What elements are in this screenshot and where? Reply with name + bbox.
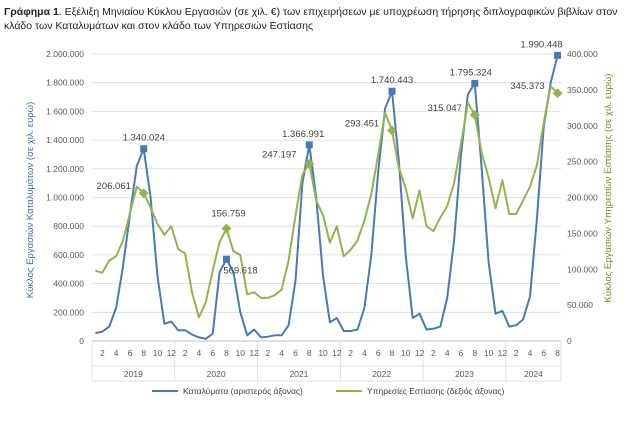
month-tick-label: 2: [431, 348, 436, 358]
accommodation-peak-marker: [222, 255, 230, 263]
year-label: 2022: [372, 369, 391, 379]
right-tick-label: 300.000: [567, 121, 598, 131]
month-tick-label: 6: [210, 348, 215, 358]
right-tick-label: 350.000: [567, 85, 598, 95]
left-tick-label: 2.000.000: [46, 49, 84, 59]
left-axis-title: Κύκλος Εργασιών Καταλυμάτων (σε χιλ. ευρ…: [25, 102, 36, 299]
data-label: 1.795.324: [450, 67, 492, 78]
data-label: 569.618: [223, 265, 257, 276]
right-tick-label: 200.000: [567, 193, 598, 203]
data-label: 1.340.024: [123, 133, 165, 144]
data-label: 345.373: [510, 81, 544, 92]
food-services-peak-marker: [138, 188, 149, 199]
year-label: 2024: [524, 369, 543, 379]
month-tick-label: 4: [197, 348, 202, 358]
food-services-peak-marker: [221, 223, 232, 234]
year-label: 2023: [455, 369, 474, 379]
year-label: 2020: [207, 369, 226, 379]
left-tick-label: 1.600.000: [46, 106, 84, 116]
month-tick-label: 6: [293, 348, 298, 358]
month-tick-label: 12: [167, 348, 177, 358]
left-tick-label: 400.000: [53, 279, 84, 289]
left-tick-label: 600.000: [53, 250, 84, 260]
right-tick-label: 400.000: [567, 49, 598, 59]
month-tick-label: 2: [348, 348, 353, 358]
month-tick-label: 8: [307, 348, 312, 358]
month-tick-label: 4: [445, 348, 450, 358]
accommodation-peak-marker: [388, 87, 396, 95]
month-tick-label: 6: [376, 348, 381, 358]
left-tick-label: 0: [79, 336, 84, 346]
food-services-peak-marker: [552, 88, 563, 99]
left-tick-label: 200.000: [53, 307, 84, 317]
accommodation-peak-marker: [305, 141, 313, 149]
legend-food-services-label: Υπηρεσίες Εστίασης (δεξιός άξονας): [367, 386, 504, 396]
month-tick-label: 10: [484, 348, 494, 358]
left-tick-label: 1.000.000: [46, 193, 84, 203]
data-labels: 1.340.024 569.618 1.366.991 1.740.443 1.795.…: [97, 39, 563, 276]
data-label: 293.451: [345, 118, 379, 129]
legend-accommodation-label: Καταλύματα (αριστερός άξονας): [183, 386, 303, 396]
left-tick-label: 800.000: [53, 221, 84, 231]
month-tick-label: 10: [401, 348, 411, 358]
month-tick-label: 2: [183, 348, 188, 358]
month-tick-label: 2: [266, 348, 271, 358]
right-axis-title: Κύκλος Εργασιών Υπηρεσιών Εστίασης (σε χ…: [603, 74, 614, 303]
right-tick-label: 0: [567, 336, 572, 346]
caption-label: Γράφημα 1: [4, 6, 59, 18]
data-label: 1.366.991: [282, 129, 324, 140]
chart-caption: Γράφημα 1. Εξέλιξη Μηνιαίου Κύκλου Εργασ…: [4, 6, 634, 33]
data-label: 1.990.448: [520, 39, 562, 50]
month-tick-label: 6: [128, 348, 133, 358]
left-y-axis: 0 200.000 400.000 600.000 800.000 1.000.000 1.…: [46, 49, 84, 346]
data-label: 247.197: [262, 150, 296, 161]
data-label: 315.047: [428, 103, 462, 114]
right-tick-label: 100.000: [567, 264, 598, 274]
month-tick-label: 8: [141, 348, 146, 358]
caption-text: . Εξέλιξη Μηνιαίου Κύκλου Εργασιών (σε χ…: [4, 6, 618, 32]
accommodation-peak-marker: [554, 51, 562, 59]
right-tick-label: 50.000: [567, 300, 593, 310]
food-services-peak-marker: [304, 158, 315, 169]
left-tick-label: 1.800.000: [46, 78, 84, 88]
year-label: 2021: [289, 369, 308, 379]
month-tick-label: 8: [224, 348, 229, 358]
month-tick-label: 8: [472, 348, 477, 358]
data-label: 156.759: [211, 209, 245, 220]
month-tick-label: 8: [390, 348, 395, 358]
month-tick-label: 12: [498, 348, 508, 358]
food-services-line: [95, 85, 559, 319]
month-tick-label: 2: [514, 348, 519, 358]
accommodation-peak-marker: [140, 145, 148, 153]
data-label: 1.740.443: [371, 75, 413, 86]
left-tick-label: 1.200.000: [46, 164, 84, 174]
month-tick-label: 10: [318, 348, 328, 358]
month-tick-label: 4: [528, 348, 533, 358]
month-tick-label: 12: [332, 348, 342, 358]
month-tick-label: 6: [459, 348, 464, 358]
month-tick-label: 8: [555, 348, 560, 358]
chart-legend: Καταλύματα (αριστερός άξονας) Υπηρεσίες Ε…: [152, 386, 504, 396]
month-tick-label: 10: [236, 348, 246, 358]
right-y-axis: 0 50.000 100.000 150.000 200.000 250.000 300.0…: [567, 49, 598, 346]
month-tick-label: 12: [249, 348, 259, 358]
accommodation-peak-marker: [471, 79, 479, 87]
data-label: 206.061: [97, 181, 131, 192]
left-tick-label: 1.400.000: [46, 135, 84, 145]
month-tick-label: 2: [100, 348, 105, 358]
right-tick-label: 150.000: [567, 228, 598, 238]
month-tick-label: 6: [541, 348, 546, 358]
month-tick-label: 4: [279, 348, 284, 358]
chart-series: [95, 51, 563, 340]
month-tick-label: 4: [114, 348, 119, 358]
month-tick-label: 4: [362, 348, 367, 358]
month-tick-label: 12: [415, 348, 425, 358]
month-tick-label: 10: [153, 348, 163, 358]
food-services-peak-marker: [387, 125, 397, 136]
accommodation-line: [95, 55, 559, 340]
right-tick-label: 250.000: [567, 157, 598, 167]
year-label: 2019: [124, 369, 143, 379]
